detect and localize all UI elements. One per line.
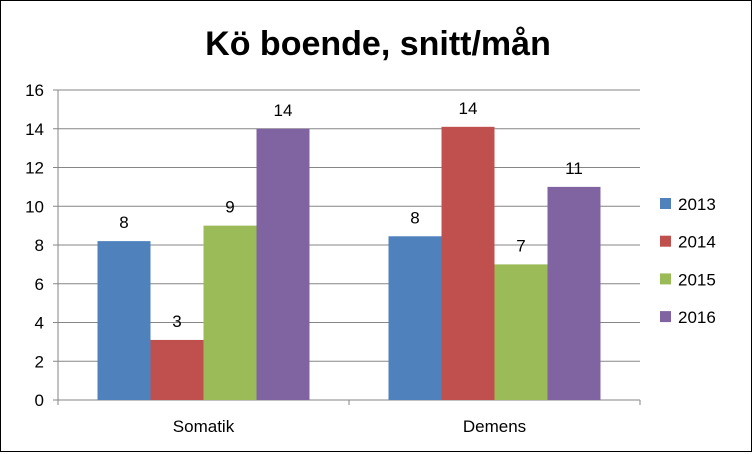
bar [547, 186, 601, 400]
legend-label: 2015 [678, 270, 716, 289]
legend-swatch [660, 235, 671, 247]
y-tick-label: 8 [35, 236, 44, 255]
bar [441, 126, 495, 400]
bar [388, 236, 442, 400]
chart-title: Kö boende, snitt/mån [205, 25, 551, 63]
y-tick-label: 12 [25, 159, 44, 178]
axes: 0 2 4 6 8 10 12 14 16 Somatik Demens [25, 81, 641, 436]
bar [203, 225, 257, 400]
data-label: 8 [119, 213, 128, 232]
legend-swatch [660, 198, 671, 209]
legend-swatch [660, 311, 671, 323]
bar [256, 128, 310, 400]
category-label: Demens [463, 417, 526, 436]
data-labels: 8 3 9 14 8 14 7 11 [119, 99, 583, 331]
y-tick-label: 6 [35, 275, 44, 294]
data-label: 14 [459, 99, 478, 118]
category-label: Somatik [173, 417, 235, 436]
data-label: 7 [516, 236, 525, 255]
data-label: 8 [410, 208, 419, 227]
y-tick-label: 4 [35, 314, 44, 333]
data-label: 11 [565, 159, 583, 178]
y-tick-label: 0 [35, 391, 44, 410]
legend-label: 2016 [678, 308, 716, 327]
y-tick-label: 2 [35, 352, 44, 371]
legend-label: 2014 [678, 233, 716, 252]
bars [97, 126, 601, 400]
bar [494, 264, 548, 400]
legend-swatch [660, 273, 671, 285]
data-label: 14 [274, 101, 293, 120]
legend-label: 2013 [678, 195, 716, 214]
bar [150, 339, 204, 400]
legend: 2013 2014 2015 2016 [660, 195, 716, 327]
bar [97, 241, 151, 400]
y-tick-label: 16 [25, 81, 44, 100]
data-label: 3 [172, 312, 181, 331]
y-tick-label: 10 [25, 197, 44, 216]
data-label: 9 [225, 198, 234, 217]
y-tick-label: 14 [25, 120, 44, 139]
